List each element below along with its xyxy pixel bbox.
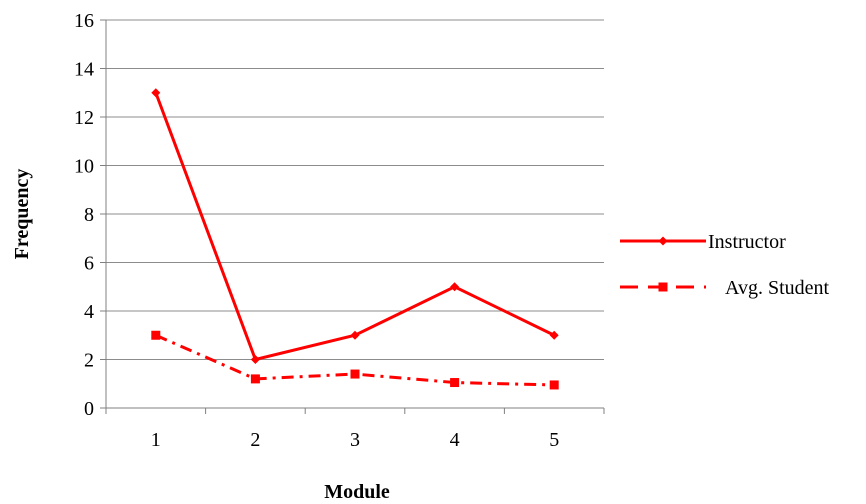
y-tick-label: 0	[84, 398, 94, 420]
data-point	[151, 88, 161, 98]
series-1	[151, 88, 559, 364]
data-point	[250, 374, 260, 384]
legend-marker	[658, 282, 668, 292]
data-point	[450, 378, 460, 388]
series-layer	[151, 88, 559, 390]
data-point	[549, 330, 559, 340]
legend-item: Avg. Student	[620, 277, 830, 299]
series-2	[151, 330, 559, 390]
x-tick-label: 4	[450, 429, 460, 451]
y-tick-label: 4	[84, 301, 94, 323]
legend: Instructor Avg. Student	[620, 231, 830, 299]
y-tick-label: 6	[84, 253, 94, 275]
x-tick-labels: 1 2 3 4 5	[105, 408, 605, 451]
series-line	[154, 92, 555, 362]
y-tick-label: 12	[74, 107, 94, 129]
legend-marker	[658, 236, 668, 246]
y-axis-title: Frequency	[11, 169, 33, 260]
y-tick-label: 14	[74, 59, 94, 81]
x-axis-title: Module	[324, 481, 390, 503]
y-tick-label: 2	[84, 350, 94, 372]
y-tick-label: 16	[74, 10, 94, 32]
legend-label: Avg. Student	[725, 277, 830, 299]
gridlines	[106, 19, 604, 360]
x-tick-label: 1	[151, 429, 161, 451]
data-point	[450, 282, 460, 292]
x-tick-label: 2	[250, 429, 260, 451]
x-tick-label: 5	[549, 429, 559, 451]
data-point	[250, 355, 260, 364]
data-point	[350, 369, 360, 379]
data-point	[350, 330, 360, 340]
data-point	[549, 380, 559, 390]
y-tick-label: 8	[84, 204, 94, 226]
legend-item: Instructor	[620, 231, 786, 253]
y-tick-labels: 0 2 4 6 8 10 12 14 16	[74, 10, 106, 420]
y-tick-label: 10	[74, 156, 94, 178]
data-point	[151, 330, 161, 340]
legend-label: Instructor	[708, 231, 786, 253]
x-tick-label: 3	[350, 429, 360, 451]
